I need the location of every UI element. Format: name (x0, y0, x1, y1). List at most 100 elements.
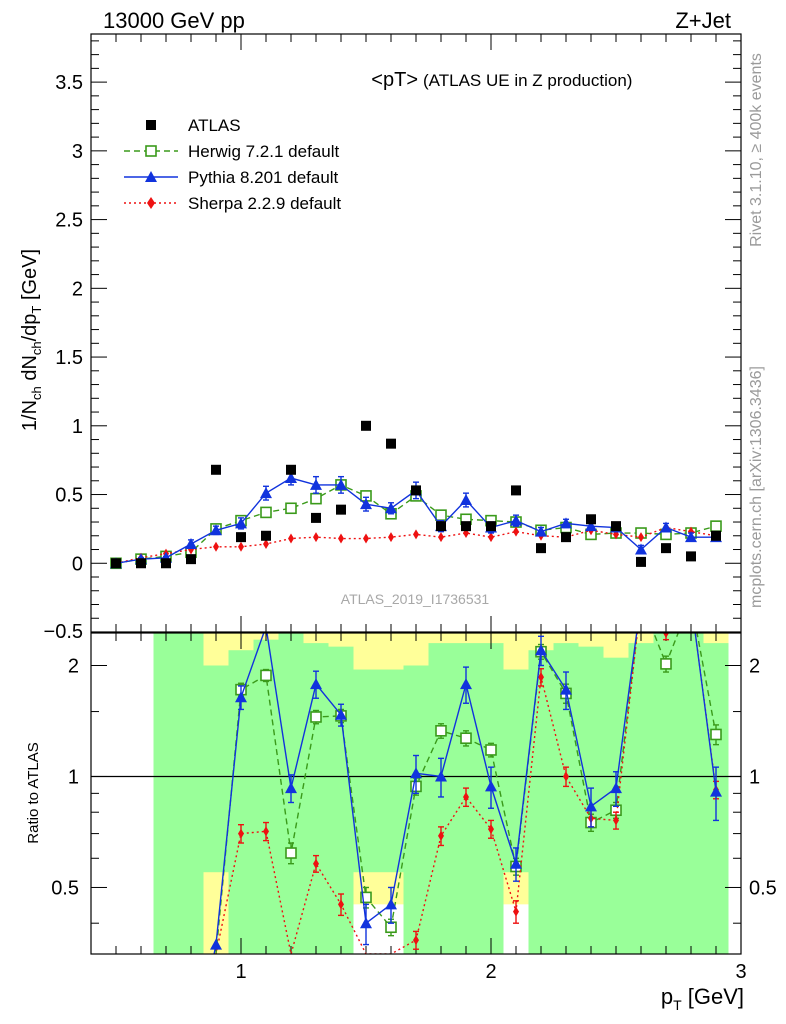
ratio-point-pythia (535, 644, 547, 656)
data-point-atlas (136, 558, 146, 569)
main-panel: 0 0.5 1 1.5 2 2.5 3 3.5 −0.5 <pT> (ATLAS UE in Z… (19, 33, 742, 643)
ratio-point-pythia (410, 767, 422, 779)
xtick-label: 2 (485, 961, 496, 983)
ratio-ytick-label: 0.5 (51, 877, 79, 899)
legend-label-sherpa: Sherpa 2.2.9 default (188, 194, 341, 213)
data-point-atlas (636, 556, 646, 567)
data-point-sherpa (288, 533, 294, 544)
data-point-atlas (561, 532, 571, 543)
main-axis-ticks: 0 0.5 1 1.5 2 2.5 3 3.5 −0.5 (44, 34, 741, 643)
data-point-sherpa (313, 532, 319, 543)
main-ytick-label: 2 (72, 278, 83, 300)
uncertainty-bands (153, 633, 729, 954)
main-y-axis-label: 1/Nch dNch/dpT [GeV] (19, 249, 44, 431)
data-point-atlas (411, 485, 421, 496)
ratio-point-herwig (660, 658, 672, 670)
band-inner (353, 669, 379, 873)
data-point-pythia (660, 521, 672, 533)
data-point-pythia (585, 520, 597, 532)
data-point-sherpa (338, 533, 344, 544)
ratio-panel: 0.5 0.5 1 1 2 2 1 2 3 Ratio to ATLAS pT [GeV] (25, 632, 777, 1013)
ratio-ytick-label-right: 0.5 (749, 877, 777, 899)
data-point-pythia (385, 502, 397, 514)
data-point-atlas (186, 554, 196, 565)
ratio-point-pythia (510, 857, 522, 869)
legend-label-pythia: Pythia 8.201 default (188, 168, 339, 187)
ratio-point-pythia (585, 800, 597, 812)
band-inner (203, 665, 229, 873)
ratio-point-herwig (360, 891, 372, 904)
data-point-sherpa (638, 532, 644, 543)
data-point-atlas (336, 504, 346, 515)
ratio-point-sherpa (263, 826, 269, 837)
ratio-line-pythia (213, 633, 717, 954)
main-ytick-label: 1 (72, 416, 83, 438)
data-point-sherpa (263, 539, 269, 550)
svg-text:1/Nch dNch/dpT [GeV]: 1/Nch dNch/dpT [GeV] (19, 249, 44, 431)
ratio-ytick-label-right: 1 (749, 766, 760, 788)
band-inner (403, 665, 429, 954)
ratio-point-pythia (285, 782, 297, 794)
ratio-point-herwig (460, 732, 472, 745)
ratio-point-pythia (360, 917, 372, 929)
ratio-point-herwig (485, 744, 497, 756)
data-point-herwig (310, 492, 322, 505)
data-point-sherpa (388, 532, 394, 543)
chart-subtitle: (ATLAS UE in Z production) (423, 71, 632, 90)
data-point-pythia (335, 478, 347, 490)
data-point-pythia (460, 494, 472, 506)
band-inner (528, 650, 554, 954)
ratio-point-herwig (310, 711, 322, 723)
ratio-point-pythia (385, 898, 397, 910)
data-point-pythia (260, 487, 272, 499)
data-point-atlas (161, 558, 171, 569)
data-point-atlas (286, 464, 296, 475)
data-point-sherpa (238, 541, 244, 552)
ratio-point-pythia (235, 691, 247, 703)
band-inner (678, 633, 704, 954)
ratio-y-axis-label: Ratio to ATLAS (25, 742, 42, 843)
data-point-atlas (436, 521, 446, 532)
band-inner (253, 639, 279, 954)
data-point-sherpa (413, 529, 419, 540)
ratio-line-sherpa (215, 633, 717, 954)
data-point-sherpa (438, 532, 444, 543)
data-point-atlas (586, 514, 596, 525)
ratio-point-herwig (710, 728, 722, 741)
main-ytick-label: 3.5 (55, 72, 83, 94)
mcplots-label: mcplots.cern.ch [arXiv:1306.3436] (748, 366, 765, 608)
data-point-pythia (510, 514, 522, 526)
ratio-ytick-label: 2 (68, 655, 79, 677)
data-point-atlas (711, 530, 721, 541)
analysis-watermark: ATLAS_2019_I1736531 (341, 591, 490, 607)
main-ytick-label: 1.5 (55, 347, 83, 369)
data-point-pythia (685, 531, 697, 543)
ratio-point-sherpa (413, 935, 419, 946)
series-atlas (111, 420, 721, 569)
data-point-atlas (236, 532, 246, 543)
data-point-herwig (435, 509, 447, 521)
data-point-herwig (710, 520, 722, 532)
data-point-pythia (635, 543, 647, 555)
data-point-atlas (311, 512, 321, 523)
data-point-atlas (111, 558, 121, 569)
ratio-ytick-label-right: 2 (749, 655, 760, 677)
data-point-sherpa (513, 526, 519, 537)
main-ytick-label: 0 (72, 553, 83, 575)
ratio-point-sherpa (488, 824, 494, 835)
ratio-point-pythia (610, 782, 622, 794)
ratio-series-sherpa (215, 633, 719, 954)
data-point-atlas (536, 543, 546, 554)
xtick-label: 1 (235, 961, 246, 983)
ratio-point-pythia (210, 938, 222, 950)
rivet-label: Rivet 3.1.10, ≥ 400k events (748, 53, 765, 247)
data-point-pythia (235, 517, 247, 529)
data-point-atlas (611, 521, 621, 532)
legend: ATLAS Herwig 7.2.1 default Pythia 8.201 de… (124, 116, 341, 213)
data-point-pythia (285, 472, 297, 484)
data-point-atlas (486, 521, 496, 532)
ratio-point-sherpa (238, 828, 244, 839)
main-ytick-label: 0.5 (55, 485, 83, 507)
chart-title: <pT> (371, 69, 418, 91)
